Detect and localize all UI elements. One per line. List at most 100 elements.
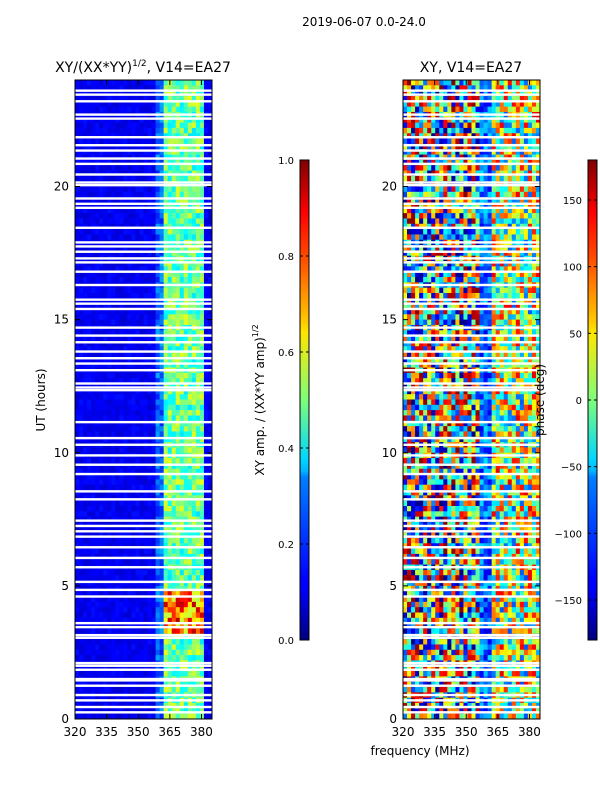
left-heatmap-cell <box>115 165 120 172</box>
left-heatmap-cell <box>159 420 165 427</box>
right-heatmap-cell <box>499 85 505 92</box>
left-heatmap-cell <box>159 229 165 236</box>
left-heatmap-cell <box>191 85 197 92</box>
left-heatmap-cell <box>179 293 185 299</box>
left-heatmap-cell <box>91 356 96 363</box>
left-heatmap-cell <box>179 431 185 438</box>
left-heatmap-cell <box>99 277 104 283</box>
right-heatmap-cell <box>511 149 517 156</box>
left-heatmap-cell <box>83 644 88 651</box>
left-heatmap-cell <box>187 277 193 283</box>
left-heatmap-cell <box>183 85 189 92</box>
right-heatmap-cell <box>495 138 501 145</box>
right-heatmap-cell <box>407 197 412 204</box>
left-heatmap-cell <box>95 559 100 566</box>
right-heatmap-cell <box>439 165 444 172</box>
left-heatmap-cell <box>187 388 193 395</box>
left-flagged-row <box>75 307 212 311</box>
left-heatmap-cell <box>159 490 165 496</box>
left-heatmap-cell <box>87 404 92 411</box>
left-heatmap-cell <box>103 612 108 619</box>
right-heatmap-cell <box>503 197 509 204</box>
left-heatmap-cell <box>123 95 128 102</box>
right-heatmap-cell <box>407 80 412 86</box>
left-heatmap-cell <box>131 575 137 582</box>
left-heatmap-cell <box>135 261 141 267</box>
left-heatmap-cell <box>79 399 84 406</box>
left-heatmap-cell <box>131 287 137 294</box>
left-heatmap-cell <box>171 138 177 145</box>
left-heatmap-cell <box>87 335 92 342</box>
left-heatmap-cell <box>147 117 153 124</box>
left-heatmap-cell <box>155 484 161 491</box>
left-flagged-row <box>75 183 212 187</box>
left-heatmap-cell <box>155 596 161 603</box>
left-flagged-row <box>75 93 212 96</box>
left-heatmap-cell <box>167 271 173 278</box>
right-heatmap-cell <box>523 143 529 150</box>
left-heatmap-cell <box>191 644 197 651</box>
left-heatmap-cell <box>171 559 177 566</box>
left-heatmap-cell <box>207 484 212 491</box>
left-heatmap-cell <box>167 101 173 108</box>
right-heatmap-cell <box>519 80 525 86</box>
left-heatmap-cell <box>79 713 84 719</box>
right-heatmap-cell <box>523 149 529 156</box>
left-heatmap-cell <box>159 399 165 406</box>
left-heatmap-cell <box>79 458 84 464</box>
left-heatmap-cell <box>103 261 108 267</box>
left-heatmap-cell <box>147 356 153 363</box>
left-heatmap-cell <box>159 117 165 124</box>
left-heatmap-cell <box>91 426 96 433</box>
left-heatmap-cell <box>115 346 120 353</box>
left-heatmap-cell <box>111 351 116 358</box>
left-heatmap-cell <box>143 436 149 443</box>
left-heatmap-cell <box>127 85 133 92</box>
left-heatmap-cell <box>151 117 157 124</box>
left-heatmap-cell <box>115 245 120 251</box>
left-heatmap-cell <box>107 410 112 417</box>
left-heatmap-cell <box>91 500 96 507</box>
left-heatmap-cell <box>107 463 112 470</box>
left-heatmap-cell <box>199 346 205 353</box>
left-heatmap-cell <box>75 234 80 241</box>
left-heatmap-cell <box>131 537 137 544</box>
left-heatmap-cell <box>155 197 161 204</box>
left-heatmap-cell <box>143 207 149 214</box>
left-heatmap-cell <box>151 202 157 209</box>
left-heatmap-cell <box>167 378 173 385</box>
right-heatmap-cell <box>419 175 424 182</box>
left-heatmap-cell <box>171 687 177 693</box>
left-heatmap-cell <box>87 426 92 433</box>
left-heatmap-cell <box>167 202 173 209</box>
left-heatmap-cell <box>167 388 173 395</box>
left-heatmap-cell <box>135 250 141 257</box>
right-heatmap-cell <box>491 106 497 113</box>
right-heatmap-cell <box>439 149 444 156</box>
left-heatmap-cell <box>75 335 80 342</box>
left-heatmap-cell <box>187 490 193 496</box>
left-heatmap-cell <box>163 143 169 150</box>
left-heatmap-cell <box>107 314 112 321</box>
left-heatmap-cell <box>87 655 92 662</box>
left-heatmap-cell <box>175 122 181 129</box>
left-heatmap-cell <box>159 314 165 321</box>
right-heatmap-cell <box>527 106 533 113</box>
right-heatmap-cell <box>443 80 448 86</box>
left-heatmap-cell <box>91 628 96 635</box>
right-heatmap-cell <box>471 117 477 124</box>
left-heatmap-cell <box>187 261 193 267</box>
left-heatmap-cell <box>139 511 145 518</box>
left-heatmap-cell <box>83 266 88 273</box>
left-heatmap-cell <box>75 506 80 512</box>
left-heatmap-cell <box>107 617 112 624</box>
left-heatmap-cell <box>123 569 128 576</box>
left-heatmap-cell <box>107 447 112 454</box>
left-heatmap-cell <box>83 399 88 406</box>
left-heatmap-cell <box>187 378 193 385</box>
left-heatmap-cell <box>75 202 80 209</box>
left-heatmap-cell <box>119 277 124 283</box>
left-heatmap-cell <box>191 468 197 475</box>
right-heatmap-cell <box>519 95 525 102</box>
left-heatmap-cell <box>183 639 189 646</box>
